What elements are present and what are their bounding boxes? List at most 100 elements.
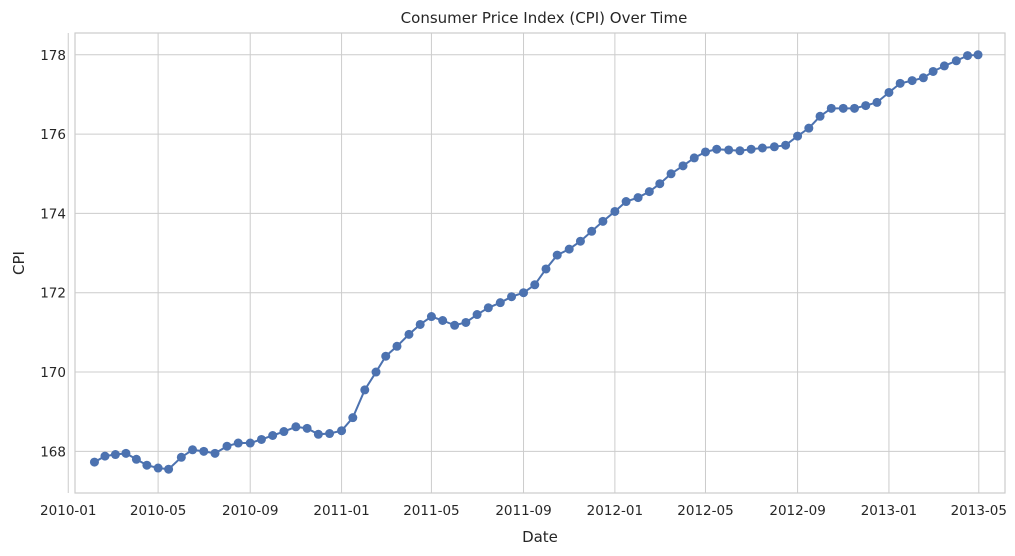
data-point xyxy=(164,464,174,474)
data-point xyxy=(222,441,232,451)
x-tick-label: 2011-09 xyxy=(495,503,551,519)
x-tick-label: 2013-01 xyxy=(861,503,917,519)
data-point xyxy=(507,292,517,302)
data-point xyxy=(621,197,631,207)
data-point xyxy=(415,319,425,329)
data-point xyxy=(438,316,448,325)
data-point xyxy=(951,56,961,66)
data-point xyxy=(907,76,917,86)
data-point xyxy=(587,226,597,236)
data-point xyxy=(472,310,482,320)
y-tick-label: 172 xyxy=(40,286,66,302)
data-point xyxy=(142,460,152,470)
x-tick-label: 2013-05 xyxy=(951,503,1007,519)
data-point xyxy=(895,78,905,88)
data-point xyxy=(89,457,99,467)
data-point xyxy=(392,341,402,351)
data-point xyxy=(210,448,220,458)
data-point xyxy=(655,179,665,189)
data-point xyxy=(884,87,894,97)
data-point xyxy=(644,187,654,197)
data-point xyxy=(939,61,949,71)
x-axis-label: Date xyxy=(522,528,558,546)
data-point xyxy=(256,434,266,444)
y-tick-label: 176 xyxy=(40,127,66,143)
x-tick-label: 2010-05 xyxy=(130,503,186,519)
data-point xyxy=(849,103,859,113)
data-point xyxy=(325,429,335,439)
data-point xyxy=(233,438,243,448)
data-point xyxy=(110,450,120,460)
data-point xyxy=(918,73,928,83)
data-point xyxy=(519,288,529,298)
data-point xyxy=(131,454,141,464)
data-point xyxy=(666,169,676,179)
data-point xyxy=(712,144,722,154)
chart-title: Consumer Price Index (CPI) Over Time xyxy=(401,9,688,27)
data-point xyxy=(689,153,699,163)
data-point xyxy=(564,244,574,254)
data-point xyxy=(541,264,551,274)
data-point xyxy=(735,146,745,156)
data-point xyxy=(245,438,255,448)
series-line xyxy=(93,53,979,471)
data-point xyxy=(838,103,848,113)
data-point xyxy=(461,317,471,327)
data-point xyxy=(530,280,540,290)
x-tick-label: 2012-05 xyxy=(677,503,733,519)
y-tick-labels: 168 170 172 174 176 178 xyxy=(40,48,66,461)
data-point xyxy=(279,427,289,437)
x-tick-labels: 2010-01 2010-05 2010-09 2011-01 2011-05 2011-… xyxy=(40,503,1007,519)
data-point xyxy=(337,426,347,436)
data-point xyxy=(371,367,381,377)
data-point xyxy=(724,145,734,155)
data-point xyxy=(815,111,825,121)
data-point xyxy=(552,250,562,260)
y-tick-label: 174 xyxy=(40,206,66,222)
data-series-cpi xyxy=(89,50,983,474)
data-point xyxy=(804,123,814,133)
x-tick-label: 2012-09 xyxy=(769,503,825,519)
data-point xyxy=(153,463,163,473)
data-point xyxy=(348,413,358,423)
y-tick-label: 168 xyxy=(40,444,66,460)
data-point xyxy=(360,385,370,395)
data-point xyxy=(483,303,493,313)
data-point xyxy=(302,423,312,433)
data-point xyxy=(746,144,756,154)
data-point xyxy=(426,312,436,322)
y-tick-label: 178 xyxy=(40,48,66,64)
data-point xyxy=(404,329,414,339)
data-point xyxy=(610,206,620,216)
data-point xyxy=(769,142,779,152)
y-axis-label: CPI xyxy=(10,251,28,275)
data-point xyxy=(381,351,391,361)
data-point xyxy=(121,448,131,458)
data-point xyxy=(450,320,460,330)
data-point xyxy=(793,131,803,141)
x-tick-label: 2010-01 xyxy=(40,503,96,519)
y-tick-label: 170 xyxy=(40,365,66,381)
data-point xyxy=(176,452,186,462)
data-point xyxy=(598,216,608,226)
data-point xyxy=(781,140,791,150)
data-point xyxy=(291,422,301,432)
x-tick-label: 2011-01 xyxy=(313,503,369,519)
x-tick-label: 2011-05 xyxy=(403,503,459,519)
gridlines xyxy=(67,33,1005,493)
data-point xyxy=(973,50,983,60)
data-point xyxy=(100,451,110,461)
x-tick-label: 2012-01 xyxy=(587,503,643,519)
data-point xyxy=(633,193,643,203)
data-point xyxy=(268,431,278,440)
data-point xyxy=(928,66,938,76)
data-point xyxy=(199,446,209,456)
data-point xyxy=(757,143,767,153)
data-point xyxy=(861,101,871,111)
data-point xyxy=(575,236,585,246)
data-point xyxy=(188,445,198,455)
data-point xyxy=(963,51,973,61)
data-point xyxy=(678,161,688,171)
data-point xyxy=(872,97,882,107)
